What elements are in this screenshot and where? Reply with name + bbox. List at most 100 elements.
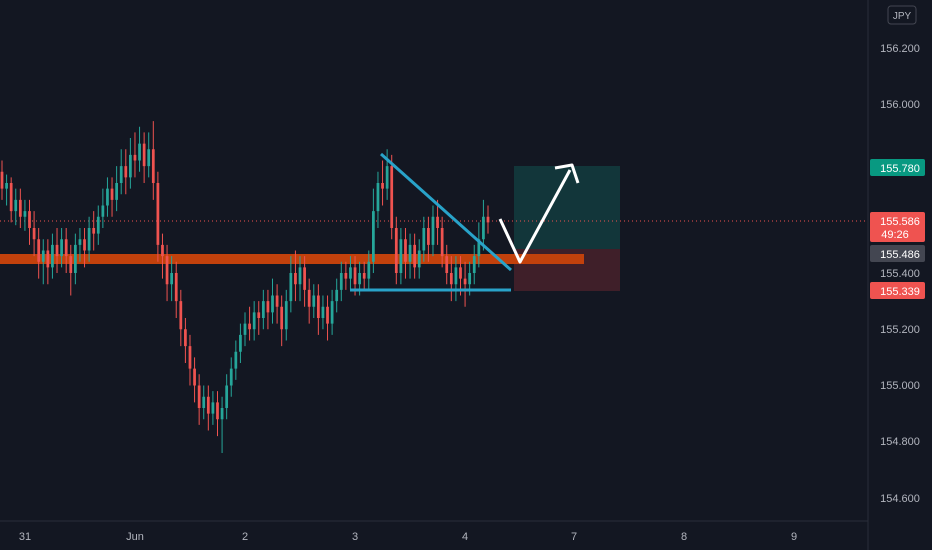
support-zone[interactable] (0, 254, 584, 264)
candle-body (390, 166, 394, 228)
time-tick: 2 (242, 531, 248, 543)
candle-body (220, 408, 224, 420)
candle-body (161, 244, 164, 257)
candle-body (170, 273, 174, 285)
candle-body (440, 228, 444, 257)
candle-body (289, 273, 293, 302)
candle-body (197, 385, 201, 408)
candlestick-series (0, 121, 490, 453)
candle-body (41, 250, 45, 262)
candle-body (477, 239, 481, 257)
candle-body (248, 323, 251, 330)
price-tick: 155.200 (880, 324, 920, 336)
candle-body (271, 295, 274, 313)
time-tick: 4 (462, 531, 468, 543)
candle-body (14, 199, 18, 212)
candle-body (23, 211, 27, 217)
price-axis: 156.200 156.000 155.400 155.200 155.000 … (880, 43, 920, 505)
candle-body (385, 166, 389, 189)
time-axis: 31 Jun 2 3 4 7 8 9 (19, 531, 797, 543)
candle-body (211, 402, 215, 414)
candle-body (179, 301, 183, 330)
candle-body (225, 385, 229, 408)
candle-body (422, 228, 426, 251)
candle-body (468, 273, 472, 285)
candle-body (184, 329, 187, 347)
candle-body (284, 301, 288, 330)
price-tick: 154.600 (880, 493, 920, 505)
candle-body (486, 216, 490, 223)
candle-body (413, 244, 417, 268)
current-price-tag: 155.586 49:26 (870, 212, 925, 242)
candle-body (165, 256, 169, 285)
stop-price-tag: 155.339 (870, 282, 925, 299)
target-zone[interactable] (514, 166, 620, 249)
candle-body (449, 273, 453, 285)
price-tick: 156.000 (880, 99, 920, 111)
candle-body (73, 244, 77, 273)
candle-body (64, 239, 68, 257)
candle-body (298, 267, 302, 285)
stop-price-label: 155.339 (880, 286, 920, 298)
candle-body (280, 306, 284, 330)
candle-body (101, 205, 105, 217)
candle-body (78, 239, 82, 245)
candle-body (188, 346, 192, 369)
candle-body (142, 143, 146, 167)
candle-body (372, 211, 375, 262)
candle-body (37, 239, 41, 262)
price-tick: 154.800 (880, 436, 920, 448)
entry-price-label: 155.486 (880, 249, 920, 261)
candle-body (151, 149, 155, 183)
price-tick: 156.200 (880, 43, 920, 55)
candle-body (307, 289, 311, 307)
candle-body (9, 183, 13, 212)
candle-body (51, 244, 54, 268)
time-tick: Jun (126, 531, 144, 543)
candle-body (463, 278, 467, 285)
candle-body (110, 188, 114, 200)
candle-body (32, 228, 36, 240)
candle-body (193, 368, 196, 386)
candle-body (482, 216, 485, 240)
candle-body (312, 295, 316, 307)
candle-body (18, 199, 22, 217)
projected-path-arrow[interactable] (498, 169, 572, 264)
time-tick: 3 (352, 531, 358, 543)
candle-body (124, 166, 128, 178)
candle-body (335, 289, 339, 302)
candle-body (239, 334, 242, 352)
countdown-label: 49:26 (881, 229, 909, 241)
candle-body (294, 273, 297, 285)
currency-badge-label: JPY (893, 11, 912, 22)
candle-body (436, 216, 439, 228)
candle-body (257, 312, 261, 318)
candle-body (115, 183, 118, 200)
candle-body (83, 239, 86, 251)
candle-body (349, 267, 352, 279)
candle-body (353, 267, 357, 285)
candle-body (87, 228, 91, 251)
candle-body (174, 273, 178, 302)
price-tick: 155.400 (880, 268, 920, 280)
candle-body (96, 216, 100, 234)
entry-price-tag: 155.486 (870, 245, 925, 262)
candle-body (394, 228, 398, 273)
target-price-tag: 155.780 (870, 159, 925, 176)
candle-body (326, 306, 329, 324)
currency-badge[interactable] (887, 5, 917, 25)
descending-trendline[interactable] (380, 152, 512, 272)
arrow-head-icon (554, 163, 580, 184)
candle-body (28, 211, 31, 228)
candle-body (431, 216, 435, 245)
time-tick: 9 (791, 531, 797, 543)
candle-body (445, 256, 449, 273)
candle-body (60, 239, 63, 257)
candle-body (454, 267, 458, 285)
candle-body (46, 250, 50, 268)
candle-body (427, 228, 430, 245)
candle-body (0, 171, 4, 189)
candle-body (321, 306, 325, 318)
